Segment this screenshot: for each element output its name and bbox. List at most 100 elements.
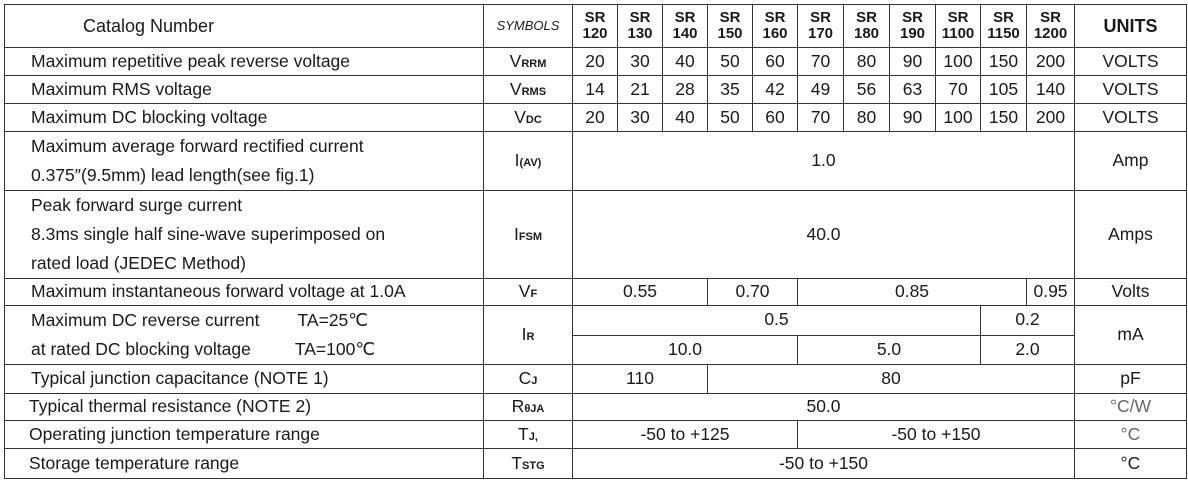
value: -50 to +150	[797, 420, 1075, 449]
part-header: SR 160	[752, 4, 798, 48]
row-cj: Typical junction capacitance (NOTE 1) CJ…	[4, 364, 1187, 394]
param-label: Maximum DC blocking voltage	[4, 103, 484, 132]
value: 50.0	[572, 393, 1075, 421]
row-iav: Maximum average forward rectified curren…	[4, 131, 1187, 191]
value: 0.5	[572, 305, 981, 336]
value: 80	[707, 364, 1075, 394]
value: 14	[572, 75, 618, 104]
value: 0.2	[980, 305, 1075, 336]
part-header: SR 190	[889, 4, 936, 48]
param-label: Operating junction temperature range	[4, 420, 484, 449]
value: 42	[752, 75, 798, 104]
value: 60	[752, 47, 798, 76]
param-label: Peak forward surge current 8.3ms single h…	[4, 190, 484, 279]
value: 5.0	[797, 334, 981, 365]
unit: Amps	[1074, 190, 1187, 279]
value: 100	[935, 103, 981, 132]
param-label: Maximum repetitive peak reverse voltage	[4, 47, 484, 76]
row-ifsm: Peak forward surge current 8.3ms single h…	[4, 190, 1187, 279]
value: 20	[572, 47, 618, 76]
value: 140	[1026, 75, 1075, 104]
value: 100	[935, 47, 981, 76]
value: 56	[843, 75, 890, 104]
value: 0.55	[572, 278, 708, 306]
symbol: VDC	[483, 103, 573, 132]
param-label: Maximum instantaneous forward voltage at…	[4, 278, 484, 306]
value: 40.0	[572, 190, 1075, 279]
value: 80	[843, 103, 890, 132]
value: 35	[707, 75, 753, 104]
param-label: Maximum RMS voltage	[4, 75, 484, 104]
value: 50	[707, 47, 753, 76]
value: 40	[662, 103, 708, 132]
unit: pF	[1074, 364, 1187, 394]
value: 70	[935, 75, 981, 104]
value: 0.95	[1026, 278, 1075, 306]
units-header: UNITS	[1074, 4, 1187, 48]
value: -50 to +150	[572, 448, 1075, 479]
symbol: I(AV)	[483, 131, 573, 191]
unit: Volts	[1074, 278, 1187, 306]
row-vrms: Maximum RMS voltage VRMS 14 21 28 35 42 49 56 63 7…	[4, 75, 1187, 104]
row-tj: Operating junction temperature range TJ,…	[4, 420, 1187, 449]
value: 2.0	[980, 334, 1075, 365]
unit: Amp	[1074, 131, 1187, 191]
unit: VOLTS	[1074, 75, 1187, 104]
unit: °C	[1074, 448, 1187, 479]
unit: VOLTS	[1074, 103, 1187, 132]
value: 40	[662, 47, 708, 76]
value: 0.70	[707, 278, 798, 306]
symbol: CJ	[483, 364, 573, 394]
row-ir-25: Maximum DC reverse current TA=25℃ at rated…	[4, 305, 1187, 365]
value: 70	[797, 103, 844, 132]
symbol: IR	[483, 305, 573, 365]
row-vf: Maximum instantaneous forward voltage at…	[4, 278, 1187, 306]
row-tstg: Storage temperature range TSTG -50 to +1…	[4, 448, 1187, 479]
part-header: SR 150	[707, 4, 753, 48]
part-header: SR 1150	[980, 4, 1027, 48]
symbols-header: SYMBOLS	[483, 4, 573, 48]
value: 80	[843, 47, 890, 76]
unit: VOLTS	[1074, 47, 1187, 76]
row-vdc: Maximum DC blocking voltage VDC 20 30 40 50 60…	[4, 103, 1187, 132]
value: 1.0	[572, 131, 1075, 191]
value: 200	[1026, 103, 1075, 132]
value: 105	[980, 75, 1027, 104]
param-label: Storage temperature range	[4, 448, 484, 479]
symbol: VF	[483, 278, 573, 306]
part-header: SR 1200	[1026, 4, 1075, 48]
value: 30	[617, 103, 663, 132]
row-ir-100: 10.0 5.0 2.0	[5, 334, 1187, 365]
unit: °C	[1074, 420, 1187, 449]
row-vrrm: Maximum repetitive peak reverse voltage V…	[4, 47, 1187, 76]
value: 28	[662, 75, 708, 104]
value: 90	[889, 103, 936, 132]
part-header: SR 170	[797, 4, 844, 48]
value: 150	[980, 103, 1027, 132]
param-label: Maximum DC reverse current TA=25℃ at rated…	[4, 305, 484, 365]
symbol: RθJA	[483, 393, 573, 421]
symbol: TSTG	[483, 448, 573, 479]
param-label: Typical thermal resistance (NOTE 2)	[4, 393, 484, 421]
unit: mA	[1074, 305, 1187, 365]
header-row: Catalog Number SYMBOLS SR 120 SR 130 SR 140…	[4, 4, 1187, 48]
value: -50 to +125	[572, 420, 798, 449]
part-header: SR 180	[843, 4, 890, 48]
value: 10.0	[572, 334, 798, 365]
value: 60	[752, 103, 798, 132]
part-header: SR 120	[572, 4, 618, 48]
symbol: VRMS	[483, 75, 573, 104]
value: 21	[617, 75, 663, 104]
part-header: SR 130	[617, 4, 663, 48]
value: 49	[797, 75, 844, 104]
value: 20	[572, 103, 618, 132]
catalog-number-header: Catalog Number	[4, 4, 484, 48]
row-rth: Typical thermal resistance (NOTE 2) RθJA…	[4, 393, 1187, 421]
value: 150	[980, 47, 1027, 76]
part-header: SR 1100	[935, 4, 981, 48]
ratings-table: Catalog Number SYMBOLS SR 120 SR 130 SR 140…	[4, 4, 1187, 479]
param-label: Maximum average forward rectified curren…	[4, 131, 484, 191]
symbol: TJ,	[483, 420, 573, 449]
symbol: VRRM	[483, 47, 573, 76]
value: 0.85	[797, 278, 1027, 306]
